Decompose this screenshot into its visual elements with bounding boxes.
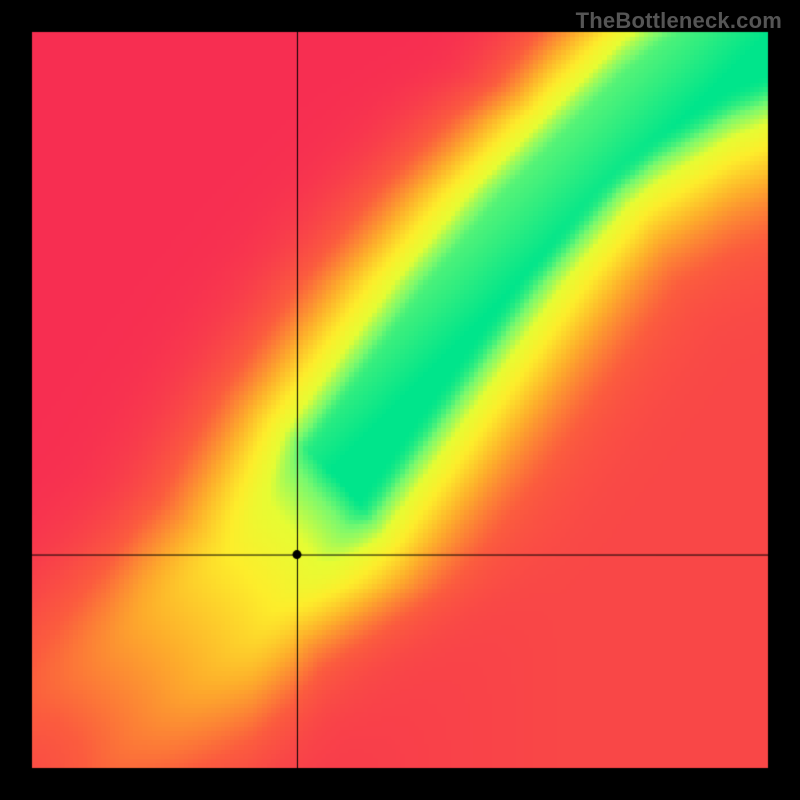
heatmap-canvas [0, 0, 800, 800]
watermark-text: TheBottleneck.com [576, 8, 782, 34]
figure-container: TheBottleneck.com [0, 0, 800, 800]
